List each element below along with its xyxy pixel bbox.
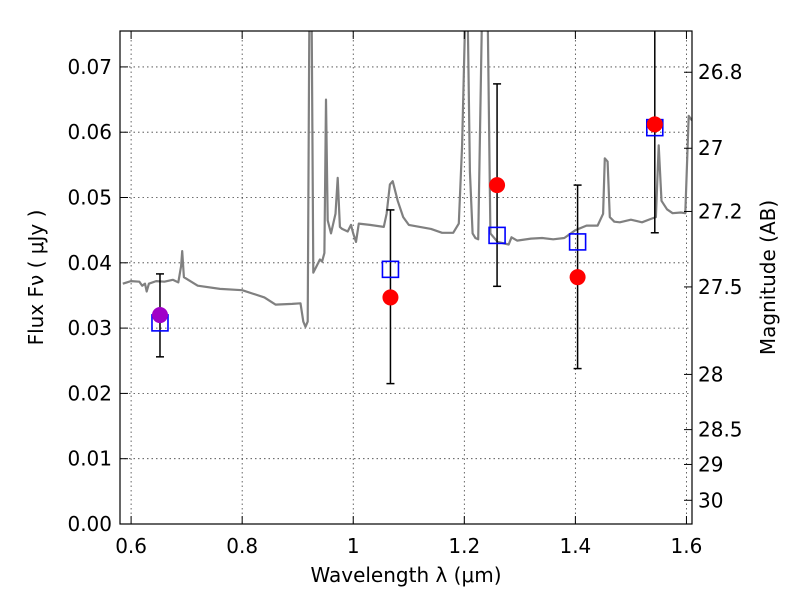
mag-tick-label: 27.2 — [698, 199, 743, 223]
grid-lines — [120, 31, 692, 525]
model-photometry-box — [381, 260, 400, 279]
y-tick-label: 0.07 — [67, 55, 112, 79]
y-tick-label: 0.04 — [67, 251, 112, 275]
mag-tick-label: 27.5 — [698, 275, 743, 299]
observed-points-layer — [151, 116, 663, 324]
x-tick-label: 1 — [347, 534, 360, 558]
y-tick-label: 0.02 — [67, 381, 112, 405]
y-axis-label: Flux Fν ( μJy ) — [24, 210, 48, 346]
observed-point — [489, 177, 506, 194]
errorbar-layer — [155, 31, 659, 385]
y-tick-label: 0.05 — [67, 186, 112, 210]
y-tick-label: 0.03 — [67, 316, 112, 340]
observed-point — [569, 269, 586, 286]
model-spectrum-line — [122, 31, 692, 328]
y-axis-right-label: Magnitude (AB) — [756, 200, 780, 355]
observed-point — [646, 116, 663, 133]
observed-point — [151, 307, 168, 324]
x-tick-label: 1.4 — [559, 534, 591, 558]
x-tick-label: 1.2 — [448, 534, 480, 558]
x-tick-label: 0.8 — [226, 534, 258, 558]
axis-ticks: 0.6 0.8 1 1.2 1.4 1.6 0.00 0.01 0.02 0.03 0.04 0.05… — [67, 31, 743, 558]
mag-tick-label: 28 — [698, 362, 723, 386]
model-photometry-box — [568, 233, 587, 251]
mag-tick-label: 26.8 — [698, 60, 743, 84]
y-tick-label: 0.00 — [67, 512, 112, 536]
y-tick-label: 0.01 — [67, 447, 112, 471]
model-spectrum-layer — [122, 31, 692, 328]
mag-tick-label: 29 — [698, 452, 723, 476]
x-tick-label: 1.6 — [671, 534, 703, 558]
model-photometry-box — [488, 226, 506, 245]
x-tick-label: 0.6 — [115, 534, 147, 558]
mag-tick-label: 27 — [698, 136, 723, 160]
mag-tick-label: 28.5 — [698, 418, 743, 442]
plot-frame — [119, 30, 693, 525]
y-tick-label: 0.06 — [67, 120, 112, 144]
mag-tick-label: 30 — [698, 488, 723, 512]
observed-point — [382, 289, 399, 306]
x-axis-label: Wavelength λ (μm) — [310, 563, 501, 587]
